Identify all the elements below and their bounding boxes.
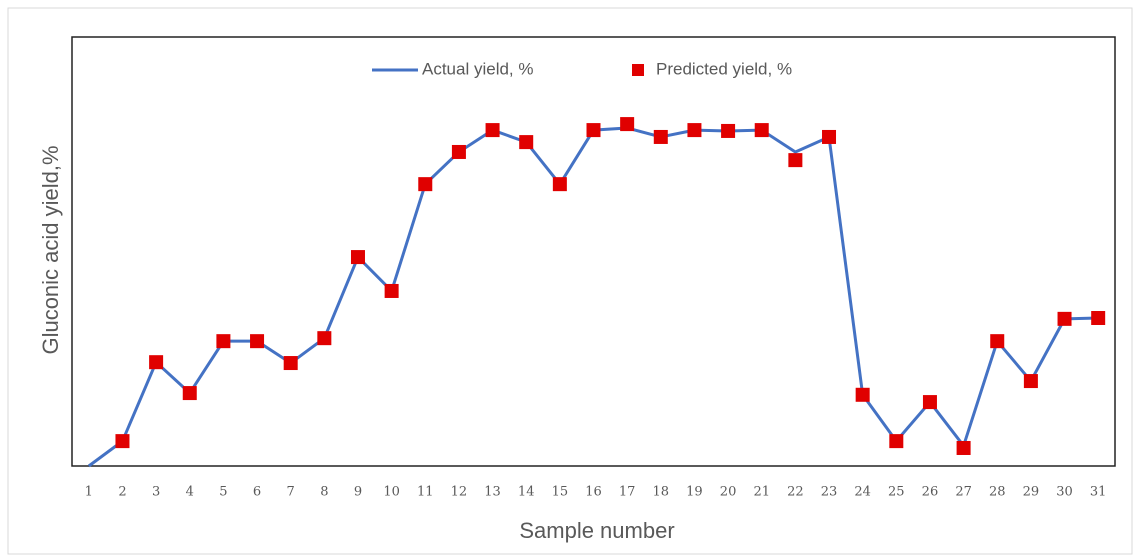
x-tick-label: 9 — [354, 485, 362, 500]
predicted-marker — [822, 129, 837, 144]
x-axis-title: Sample number — [519, 518, 674, 543]
predicted-marker — [620, 117, 635, 132]
predicted-marker — [519, 135, 534, 150]
predicted-marker — [687, 123, 702, 138]
x-tick-label: 27 — [955, 485, 972, 500]
x-tick-label: 11 — [417, 485, 434, 500]
x-tick-label: 6 — [253, 485, 261, 500]
predicted-marker — [653, 129, 668, 144]
predicted-marker — [149, 355, 164, 370]
y-axis-title: Gluconic acid yield,% — [38, 145, 63, 354]
legend-label: Actual yield, % — [422, 59, 534, 78]
x-tick-label: 16 — [585, 485, 602, 500]
x-tick-label: 26 — [922, 485, 939, 500]
predicted-marker — [855, 387, 870, 402]
predicted-marker — [754, 123, 769, 138]
predicted-marker — [922, 395, 937, 410]
predicted-marker — [216, 334, 231, 349]
predicted-marker — [350, 250, 365, 265]
chart-border — [7, 7, 1133, 555]
predicted-marker — [889, 434, 904, 449]
x-tick-label: 23 — [821, 485, 838, 500]
actual-line — [87, 126, 1099, 468]
predicted-marker — [317, 331, 332, 346]
x-tick-label: 10 — [383, 485, 400, 500]
legend-label: Predicted yield, % — [656, 59, 792, 78]
x-tick-label: 5 — [219, 485, 227, 500]
x-tick-label: 8 — [320, 485, 328, 500]
predicted-marker — [721, 123, 736, 138]
predicted-marker — [418, 177, 433, 192]
x-tick-label: 24 — [854, 485, 871, 500]
predicted-marker — [1091, 310, 1106, 325]
x-tick-label: 7 — [287, 485, 295, 500]
predicted-marker — [1023, 374, 1038, 389]
predicted-marker — [250, 334, 265, 349]
predicted-marker — [552, 177, 567, 192]
predicted-marker — [586, 123, 601, 138]
predicted-marker — [788, 153, 803, 168]
predicted-marker — [990, 334, 1005, 349]
x-tick-label: 21 — [753, 485, 770, 500]
x-tick-label: 19 — [686, 485, 703, 500]
x-tick-label: 25 — [888, 485, 905, 500]
x-tick-label: 1 — [85, 485, 93, 500]
x-tick-label: 22 — [787, 485, 804, 500]
x-tick-label: 15 — [552, 485, 569, 500]
x-tick-label: 17 — [619, 485, 636, 500]
x-tick-label: 13 — [484, 485, 501, 500]
predicted-marker — [485, 123, 500, 138]
predicted-marker — [182, 386, 197, 401]
x-tick-label: 4 — [186, 485, 194, 500]
x-tick-label: 31 — [1090, 485, 1107, 500]
predicted-marker — [283, 356, 298, 371]
predicted-marker — [451, 144, 466, 159]
x-tick-label: 20 — [720, 485, 737, 500]
predicted-marker — [1057, 311, 1072, 326]
x-tick-label: 28 — [989, 485, 1006, 500]
x-tick-label: 12 — [451, 485, 468, 500]
x-tick-label: 29 — [1023, 485, 1040, 500]
plot-area — [71, 36, 1116, 467]
predicted-marker — [384, 283, 399, 298]
x-tick-label: 3 — [152, 485, 160, 500]
x-tick-label: 18 — [653, 485, 670, 500]
x-tick-label: 2 — [118, 485, 126, 500]
x-tick-label: 30 — [1056, 485, 1073, 500]
legend-marker — [632, 64, 644, 76]
predicted-marker — [115, 434, 130, 449]
x-tick-label: 14 — [518, 485, 535, 500]
predicted-marker — [956, 440, 971, 455]
